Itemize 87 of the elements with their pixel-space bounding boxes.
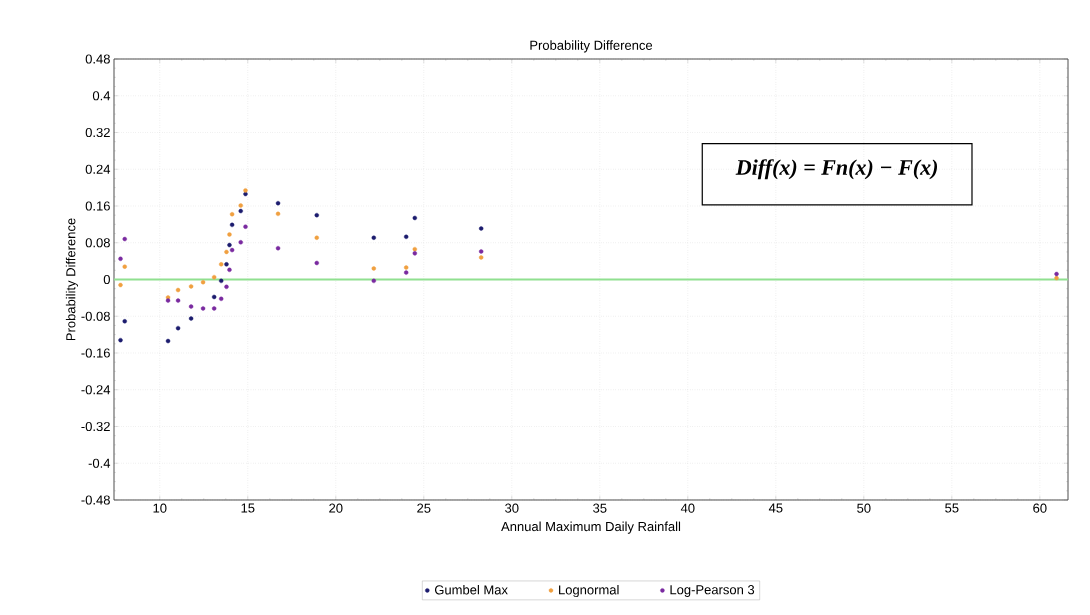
y-tick-label: -0.4 <box>88 458 111 468</box>
point <box>219 278 224 284</box>
point <box>403 270 409 275</box>
point <box>188 284 194 289</box>
point <box>175 298 181 303</box>
chart-title: Probability Difference <box>530 40 653 53</box>
point <box>243 191 248 197</box>
point <box>238 203 243 208</box>
point <box>238 240 243 245</box>
x-tick-label: 60 <box>1033 503 1047 513</box>
point <box>314 235 319 240</box>
legend-label: Log-Pearson 3 <box>670 585 755 597</box>
y-tick-label: 0.24 <box>85 164 111 174</box>
point <box>314 212 319 218</box>
y-tick-label: 0.48 <box>85 54 110 64</box>
point <box>118 256 123 262</box>
x-tick-label: 10 <box>153 503 167 513</box>
x-tick-label: 35 <box>593 503 607 513</box>
point <box>478 249 484 254</box>
y-tick-label: 0 <box>103 274 110 285</box>
point <box>1054 275 1059 281</box>
point <box>227 242 232 248</box>
y-axis-title: Probability Difference <box>65 218 78 341</box>
y-tick-label: -0.48 <box>81 495 110 505</box>
point <box>122 236 127 242</box>
y-tick-label: 0.4 <box>92 91 111 101</box>
point <box>238 208 243 214</box>
point <box>371 278 376 284</box>
y-tick-label: -0.32 <box>81 421 110 432</box>
point <box>275 201 281 206</box>
point <box>200 280 206 285</box>
point <box>175 325 181 331</box>
point <box>275 211 281 217</box>
point <box>275 246 281 251</box>
point <box>211 294 217 300</box>
point <box>224 262 229 267</box>
y-tick-label: -0.16 <box>81 348 110 358</box>
point <box>371 266 376 271</box>
y-tick-label: 0.16 <box>85 201 110 211</box>
x-tick-label: 50 <box>857 503 871 513</box>
point <box>219 262 224 267</box>
legend-label: Lognormal <box>559 584 619 598</box>
point <box>412 215 418 221</box>
point <box>229 222 235 228</box>
point <box>371 235 376 240</box>
x-tick-label: 25 <box>417 503 431 513</box>
y-tick-label: -0.24 <box>81 385 111 395</box>
point <box>165 338 171 344</box>
point <box>118 337 123 343</box>
point <box>478 255 484 260</box>
point <box>219 296 224 301</box>
point <box>118 282 123 288</box>
annotation: Diff(x) = Fn(x) − F(x) <box>735 159 938 180</box>
point <box>200 306 206 311</box>
x-tick-label: 55 <box>945 503 959 513</box>
point <box>224 284 229 290</box>
y-tick-label: 0.08 <box>85 238 110 248</box>
point <box>1054 271 1059 277</box>
point <box>229 212 235 217</box>
point <box>412 251 418 256</box>
point <box>314 260 319 266</box>
point <box>188 304 194 309</box>
point <box>188 316 194 321</box>
point <box>224 249 229 255</box>
point <box>243 188 248 193</box>
x-tick-label: 30 <box>505 503 519 513</box>
point <box>229 247 235 253</box>
y-tick-label: -0.08 <box>81 311 110 321</box>
point <box>122 319 127 324</box>
point <box>122 264 127 269</box>
point <box>403 234 409 239</box>
x-tick-label: 45 <box>768 503 783 513</box>
x-tick-label: 40 <box>680 503 695 513</box>
point <box>243 224 248 229</box>
x-axis-title: Annual Maximum Daily Rainfall <box>501 521 681 534</box>
point <box>403 265 409 270</box>
point <box>412 246 418 252</box>
point <box>211 306 217 311</box>
x-tick-label: 15 <box>241 503 255 513</box>
legend-label: Gumbel Max <box>434 584 508 595</box>
point <box>478 226 484 231</box>
point <box>227 267 232 273</box>
point <box>175 287 181 293</box>
point <box>227 232 232 237</box>
y-tick-label: 0.32 <box>85 127 110 138</box>
point <box>211 275 217 280</box>
x-tick-label: 20 <box>329 503 343 513</box>
